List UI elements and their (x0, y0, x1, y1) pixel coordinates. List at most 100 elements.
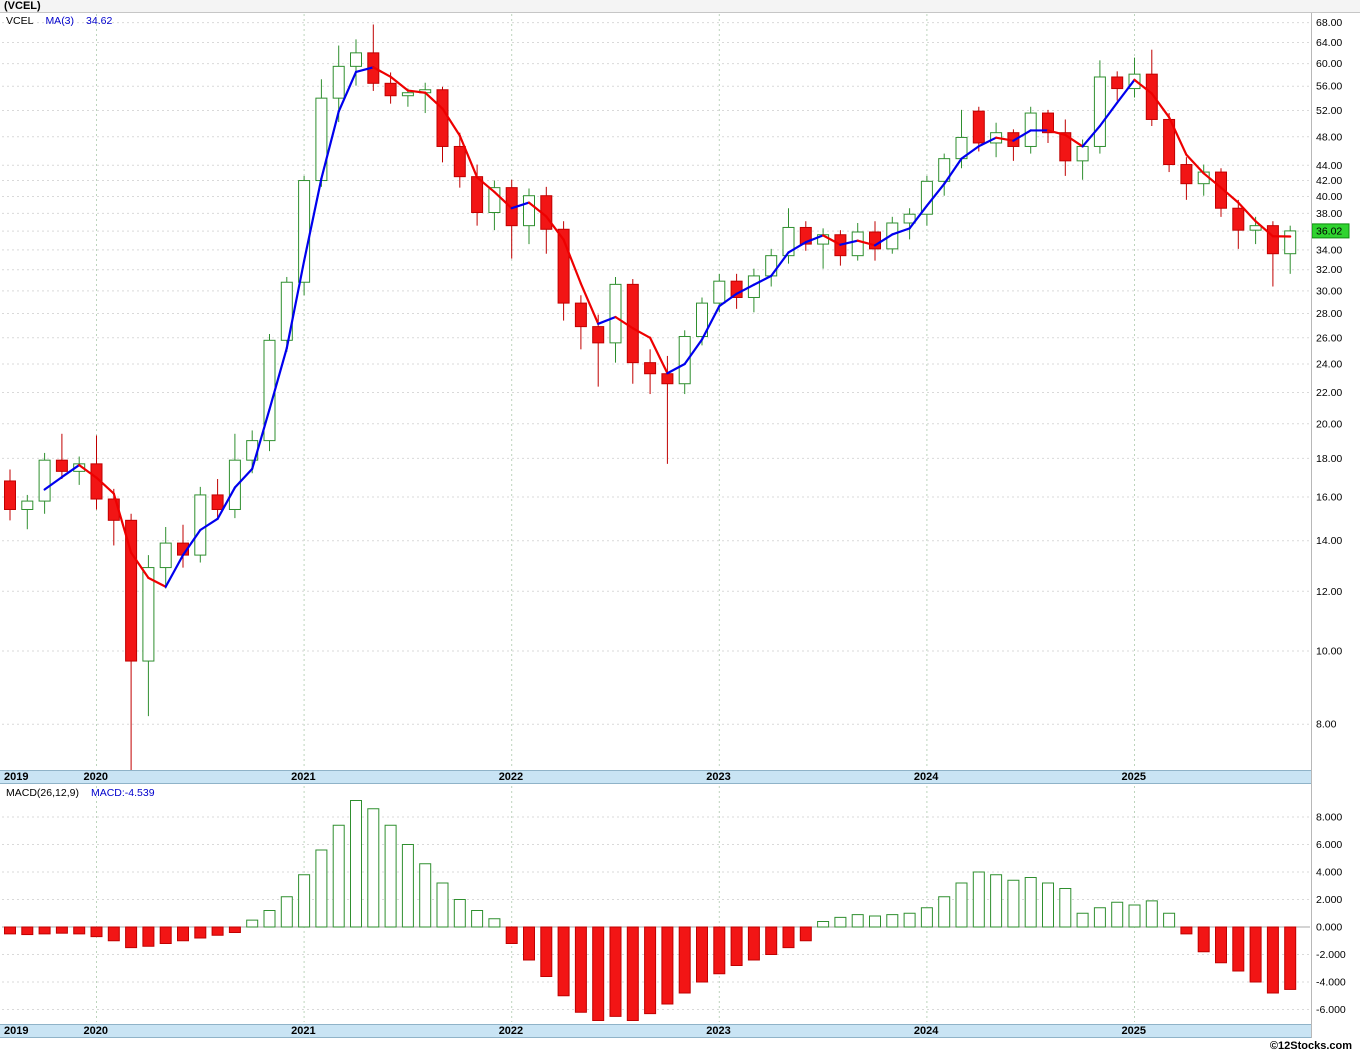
ma-segment (458, 134, 479, 179)
price-tick-label: 56.00 (1316, 81, 1342, 93)
macd-bar (159, 926, 172, 944)
macd-tick-label: 4.000 (1316, 867, 1342, 879)
year-label: 2023 (706, 771, 731, 783)
year-label: 2021 (291, 1025, 316, 1037)
year-label: 2025 (1121, 771, 1146, 783)
candle-body (211, 494, 224, 510)
macd-bar (765, 926, 778, 955)
price-tick-label: 32.00 (1316, 264, 1342, 276)
ma-segment (1150, 92, 1171, 119)
macd-bar (886, 914, 899, 928)
macd-bar (298, 874, 311, 928)
ma-segment (839, 239, 859, 246)
macd-bar (661, 926, 674, 1005)
macd-bar (1215, 926, 1227, 964)
candle-body (384, 82, 397, 97)
macd-bar (1076, 912, 1089, 928)
macd-bar (903, 912, 916, 928)
macd-bar (1024, 877, 1037, 928)
year-label: 2019 (4, 771, 29, 783)
candle-body (730, 280, 743, 298)
macd-bar (194, 926, 207, 939)
ma-segment (95, 476, 115, 495)
candle-body (488, 187, 501, 213)
ma-segment (1219, 186, 1240, 204)
macd-bar (523, 926, 535, 961)
macd-bar (678, 926, 691, 994)
macd-bar (1128, 904, 1141, 928)
price-tick-label: 30.00 (1316, 285, 1342, 297)
year-label: 2022 (498, 1025, 524, 1037)
macd-bar (1145, 900, 1158, 928)
ma-segment (60, 463, 81, 479)
ma-segment (424, 91, 444, 110)
macd-bar (1093, 907, 1106, 928)
year-label: 2025 (1121, 1025, 1146, 1037)
candle-body (1093, 76, 1106, 147)
macd-bar (280, 896, 293, 928)
candle-body (557, 228, 570, 304)
price-tick-label: 16.00 (1316, 491, 1342, 503)
macd-bar (177, 926, 189, 942)
macd-bar (315, 849, 328, 928)
year-label: 2023 (706, 1025, 731, 1037)
ma-segment (683, 338, 704, 366)
price-tick-label: 38.00 (1316, 208, 1342, 220)
macd-bar (592, 926, 605, 1021)
macd-bar (228, 926, 241, 933)
macd-bar (1163, 912, 1176, 928)
macd-bar (211, 926, 224, 936)
ma-segment (1254, 220, 1275, 238)
macd-bar (834, 916, 847, 928)
ma-segment (199, 517, 219, 532)
ma-segment (130, 551, 150, 579)
macd-bar (817, 921, 830, 928)
macd-bar (782, 926, 795, 949)
macd-tick-label: -4.000 (1316, 977, 1346, 989)
legend-macd-value: MACD:-4.539 (90, 787, 155, 799)
ma-segment (1237, 201, 1257, 223)
price-tick-label: 34.00 (1316, 244, 1342, 256)
macd-bar (55, 926, 68, 934)
year-label: 2024 (913, 771, 939, 783)
candle-body (1266, 225, 1279, 255)
candle-body (55, 459, 68, 472)
candle-body (574, 302, 587, 328)
ma-segment (406, 89, 427, 94)
macd-bar (125, 926, 138, 949)
macd-bar (1042, 882, 1054, 928)
macd-bar (1007, 879, 1020, 928)
candle-body (401, 92, 414, 97)
price-tick-label: 64.00 (1316, 37, 1342, 49)
ma-segment (1116, 78, 1136, 104)
candle-body (142, 567, 155, 662)
macd-bar (1059, 888, 1072, 928)
price-tick-label: 12.00 (1316, 586, 1342, 598)
macd-bar (869, 915, 881, 928)
symbol-title: (VCEL) (4, 0, 41, 12)
candle-body (21, 500, 34, 510)
candle-body (1180, 164, 1193, 185)
legend-ma-value: 34.62 (86, 15, 113, 27)
candle-body (523, 195, 535, 227)
year-label: 2024 (913, 1025, 939, 1037)
candle-body (453, 145, 466, 178)
candle-body (159, 542, 172, 569)
macd-bar (1266, 926, 1279, 994)
macd-bar (419, 863, 432, 928)
macd-bar (557, 926, 570, 997)
ma-segment (251, 408, 271, 470)
ma-segment (320, 110, 340, 180)
ma-segment (960, 145, 980, 160)
macd-bar (1249, 926, 1262, 983)
ma-segment (804, 234, 825, 244)
ma-segment (216, 486, 236, 520)
ma-segment (233, 467, 254, 489)
macd-bar (540, 926, 553, 977)
macd-legend: MACD(26,12,9) MACD:-4.539 (6, 787, 167, 799)
price-tick-label: 48.00 (1316, 131, 1342, 143)
ma-segment (787, 241, 807, 254)
macd-bar (972, 871, 985, 928)
ma-segment (389, 75, 409, 92)
